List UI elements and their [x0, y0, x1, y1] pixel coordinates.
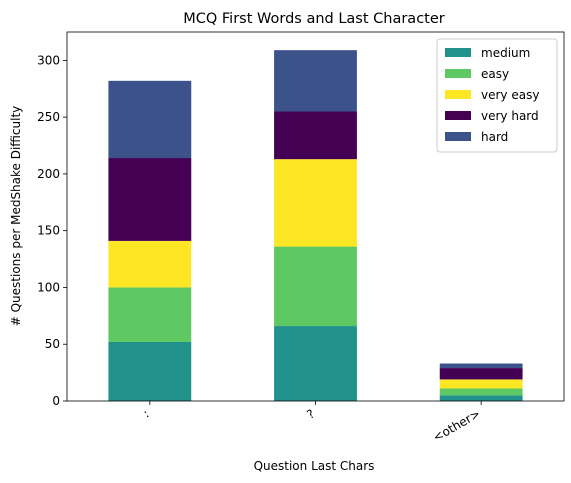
legend-label-medium: medium [481, 46, 530, 60]
bars-group [108, 50, 523, 401]
legend-label-very-easy: very easy [481, 88, 539, 102]
y-tick-label: 50 [45, 337, 60, 351]
bar-segment-very-easy-0 [108, 240, 192, 288]
bar-segment-very-hard-2 [439, 368, 523, 380]
x-tick-label: ? [304, 406, 317, 421]
chart-title: MCQ First Words and Last Character [183, 11, 445, 27]
legend: medium easy very easy very hard hard [436, 38, 558, 153]
y-tick-label: 0 [52, 394, 60, 408]
bar-segment-easy-1 [274, 246, 357, 327]
x-tick-label: : [141, 406, 152, 420]
y-tick-label: 300 [37, 53, 60, 67]
bar-segment-hard-1 [274, 50, 357, 112]
bar-segment-very-hard-0 [108, 158, 192, 241]
x-axis: :? <other> [141, 401, 483, 445]
legend-swatch-medium [445, 48, 471, 57]
bar-segment-hard-0 [108, 80, 192, 159]
bar-segment-easy-0 [108, 287, 192, 342]
x-tick-label: <other> [431, 406, 483, 444]
y-tick-label: 150 [37, 224, 60, 238]
legend-label-easy: easy [481, 67, 509, 81]
y-axis: 0 50 100 150 200 250 300 [37, 53, 67, 408]
x-axis-label: Question Last Chars [254, 459, 375, 473]
legend-swatch-very-hard [445, 111, 471, 120]
legend-label-very-hard: very hard [481, 109, 539, 123]
legend-box [436, 38, 558, 153]
y-tick-label: 200 [37, 167, 60, 181]
y-axis-label: # Questions per MedShake Difficulty [9, 106, 23, 327]
legend-swatch-very-easy [445, 90, 471, 99]
y-tick-label: 250 [37, 110, 60, 124]
bar-segment-medium-1 [274, 326, 357, 401]
bar-segment-medium-0 [108, 341, 192, 401]
legend-swatch-easy [445, 69, 471, 78]
bar-segment-medium-2 [439, 395, 523, 401]
bar-segment-very-easy-2 [439, 379, 523, 389]
bar-segment-very-easy-1 [274, 159, 357, 247]
legend-swatch-hard [445, 132, 471, 141]
y-tick-label: 100 [37, 280, 60, 294]
bar-segment-easy-2 [439, 388, 523, 396]
bar-segment-very-hard-1 [274, 111, 357, 160]
legend-label-hard: hard [481, 130, 508, 144]
bar-segment-hard-2 [439, 363, 523, 369]
